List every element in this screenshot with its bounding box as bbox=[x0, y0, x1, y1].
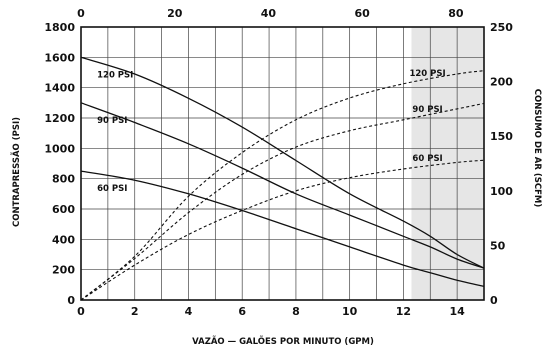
air-curve-120-psi bbox=[80, 70, 485, 301]
x-tick-label: 4 bbox=[185, 305, 193, 318]
x-top-tick-label: 20 bbox=[167, 7, 183, 20]
y-tick-label: 1400 bbox=[44, 82, 75, 95]
y-tick-label: 200 bbox=[52, 264, 75, 277]
air-curve-90-psi bbox=[80, 102, 485, 301]
y-tick-label: 600 bbox=[52, 203, 75, 216]
y-tick-label: 0 bbox=[67, 294, 75, 307]
plot-area: 0 2 4 6 8 10 12 140 20 40 60 8002004006008001000120… bbox=[44, 7, 513, 318]
y-tick-label: 1000 bbox=[44, 142, 75, 155]
y2-tick-label: 150 bbox=[490, 130, 513, 143]
y2-tick-label: 0 bbox=[490, 294, 498, 307]
pressure-series-label-120-psi: 120 PSI bbox=[97, 70, 133, 80]
pressure-curve-120-psi bbox=[80, 56, 485, 269]
x-top-tick-label: 0 bbox=[77, 7, 85, 20]
x-tick-label: 12 bbox=[396, 305, 411, 318]
x-tick-label: 8 bbox=[292, 305, 300, 318]
y-tick-label: 1200 bbox=[44, 112, 75, 125]
x-top-tick-label: 80 bbox=[448, 7, 464, 20]
y2-axis-title: CONSUMO DE AR (SCFM) bbox=[532, 89, 542, 208]
pressure-series-label-60-psi: 60 PSI bbox=[97, 184, 127, 194]
air-series-label-120-psi: 120 PSI bbox=[409, 69, 445, 79]
x-top-tick-label: 40 bbox=[261, 7, 277, 20]
y2-tick-label: 250 bbox=[490, 21, 513, 34]
pressure-series-label-90-psi: 90 PSI bbox=[97, 116, 127, 126]
x-tick-label: 6 bbox=[238, 305, 246, 318]
x-tick-label: 10 bbox=[342, 305, 358, 318]
y-tick-label: 1600 bbox=[44, 51, 75, 64]
y-tick-label: 400 bbox=[52, 233, 75, 246]
x-top-tick-label: 60 bbox=[355, 7, 371, 20]
y2-tick-label: 50 bbox=[490, 239, 506, 252]
x-tick-label: 14 bbox=[449, 305, 465, 318]
y-tick-label: 800 bbox=[52, 173, 75, 186]
pressure-curve-90-psi bbox=[80, 102, 485, 269]
y2-tick-label: 200 bbox=[490, 76, 513, 89]
y2-tick-label: 100 bbox=[490, 185, 513, 198]
y-tick-label: 1800 bbox=[44, 21, 75, 34]
air-curve-60-psi bbox=[80, 159, 485, 301]
x-tick-label: 0 bbox=[77, 305, 85, 318]
y-axis-title: CONTRAPRESSÃO (PSI) bbox=[11, 117, 22, 227]
plot-frame bbox=[80, 26, 485, 301]
air-series-label-90-psi: 90 PSI bbox=[412, 105, 442, 115]
pressure-curve-60-psi bbox=[80, 170, 485, 288]
air-series-label-60-psi: 60 PSI bbox=[412, 154, 442, 164]
x-axis-title: VAZÃO — GALÕES POR MINUTO (GPM) bbox=[192, 335, 374, 347]
x-tick-label: 2 bbox=[131, 305, 139, 318]
